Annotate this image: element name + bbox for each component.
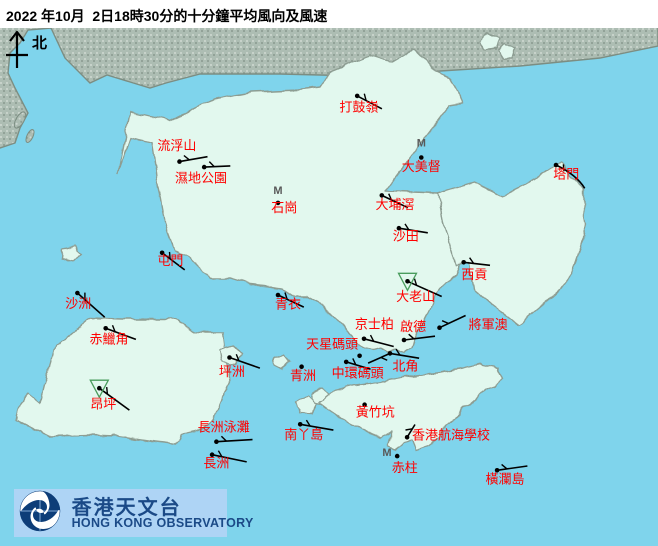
svg-text:昂坪: 昂坪	[90, 396, 116, 411]
svg-text:中環碼頭: 中環碼頭	[332, 366, 384, 381]
svg-text:赤柱: 赤柱	[392, 460, 418, 475]
svg-text:南丫島: 南丫島	[284, 427, 323, 442]
svg-text:沙田: 沙田	[393, 228, 419, 243]
svg-text:長洲泳灘: 長洲泳灘	[198, 420, 250, 435]
svg-text:黃竹坑: 黃竹坑	[356, 405, 395, 420]
svg-text:北角: 北角	[392, 358, 418, 373]
svg-text:青衣: 青衣	[275, 297, 301, 312]
svg-text:坪洲: 坪洲	[219, 364, 245, 379]
svg-text:大美督: 大美督	[402, 159, 441, 174]
svg-text:M: M	[273, 185, 282, 197]
svg-text:青洲: 青洲	[290, 368, 316, 383]
svg-text:大老山: 大老山	[396, 289, 435, 304]
svg-text:橫瀾島: 橫瀾島	[486, 471, 525, 486]
svg-text:將軍澳: 將軍澳	[469, 317, 508, 332]
svg-text:沙洲: 沙洲	[65, 296, 91, 311]
svg-text:M: M	[382, 447, 391, 459]
svg-text:塔門: 塔門	[553, 167, 579, 182]
svg-text:流浮山: 流浮山	[157, 138, 196, 153]
svg-text:屯門: 屯門	[157, 253, 183, 268]
svg-text:天星碼頭: 天星碼頭	[306, 337, 358, 352]
svg-text:濕地公園: 濕地公園	[175, 170, 227, 185]
svg-text:北: 北	[32, 35, 47, 52]
svg-text:京士柏: 京士柏	[355, 316, 394, 331]
svg-text:啟德: 啟德	[400, 319, 426, 334]
svg-text:西貢: 西貢	[461, 267, 487, 282]
svg-text:石崗: 石崗	[271, 200, 297, 215]
svg-text:大埔滘: 大埔滘	[376, 197, 415, 212]
svg-text:打鼓嶺: 打鼓嶺	[339, 100, 378, 115]
svg-text:M: M	[417, 138, 426, 150]
svg-text:長洲: 長洲	[203, 456, 229, 471]
svg-text:香港航海學校: 香港航海學校	[412, 427, 490, 442]
svg-text:赤鱲角: 赤鱲角	[90, 331, 129, 346]
